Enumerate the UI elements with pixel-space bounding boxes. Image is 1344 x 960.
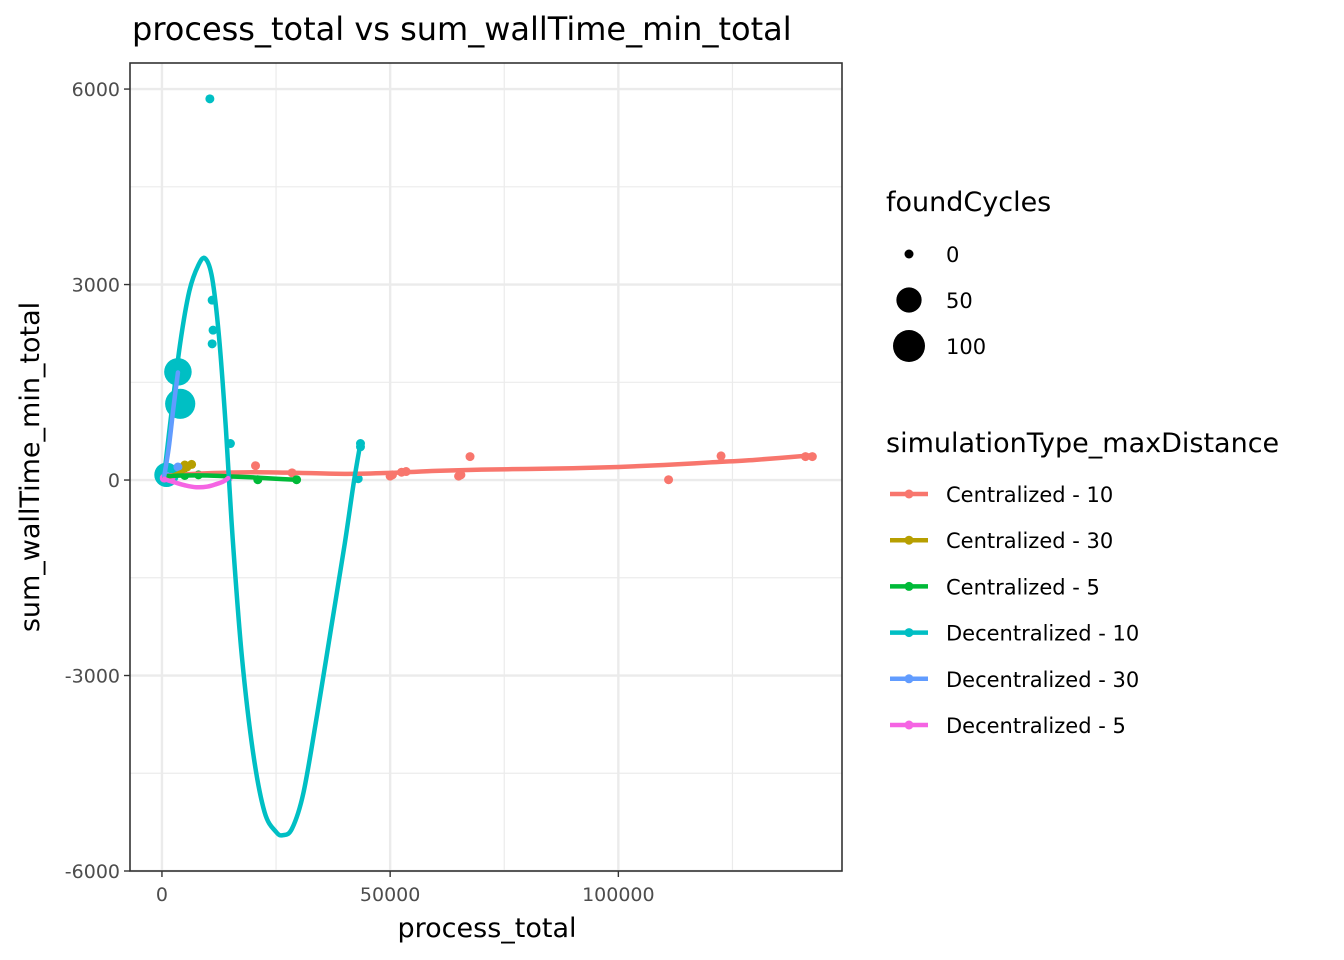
data-point bbox=[205, 94, 215, 104]
y-tick-label: 6000 bbox=[72, 79, 120, 101]
x-tick-label: 100000 bbox=[582, 884, 655, 906]
size-legend-key bbox=[896, 287, 922, 313]
x-tick-label: 50000 bbox=[360, 884, 420, 906]
color-legend-label: Centralized - 5 bbox=[946, 575, 1100, 599]
size-legend-key bbox=[893, 330, 925, 362]
data-point bbox=[456, 470, 466, 480]
color-legend-point bbox=[904, 628, 914, 638]
color-legend-label: Decentralized - 30 bbox=[946, 668, 1139, 692]
size-legend-key bbox=[904, 249, 914, 259]
y-tick-label: -3000 bbox=[65, 666, 120, 688]
data-point bbox=[716, 451, 726, 461]
color-legend-title: simulationType_maxDistance bbox=[886, 428, 1279, 459]
data-point bbox=[251, 461, 261, 471]
data-point bbox=[465, 452, 475, 462]
color-legend-point bbox=[904, 489, 914, 499]
color-legend-label: Decentralized - 10 bbox=[946, 622, 1139, 646]
x-tick-label: 0 bbox=[156, 884, 168, 906]
size-legend-label: 100 bbox=[946, 335, 986, 359]
color-legend-label: Decentralized - 5 bbox=[946, 714, 1126, 738]
color-legend-point bbox=[904, 720, 914, 730]
plot-title: process_total vs sum_wallTime_min_total bbox=[132, 10, 792, 48]
x-axis-ticks: 0 50000 100000 bbox=[156, 871, 655, 906]
y-axis-title: sum_wallTime_min_total bbox=[15, 302, 46, 632]
size-legend-label: 0 bbox=[946, 243, 959, 267]
color-legend: simulationType_maxDistance Centralized -… bbox=[886, 428, 1279, 738]
color-legend-point bbox=[904, 535, 914, 545]
color-legend-point bbox=[904, 674, 914, 684]
data-point bbox=[207, 339, 217, 349]
smooth-line bbox=[161, 370, 181, 479]
plot-border bbox=[129, 62, 843, 872]
plot-panel bbox=[130, 63, 842, 871]
smooth-line bbox=[161, 475, 231, 490]
x-axis-title: process_total bbox=[398, 913, 577, 944]
smooth-line bbox=[161, 255, 363, 838]
series-layer bbox=[154, 94, 817, 838]
size-legend-label: 50 bbox=[946, 289, 973, 313]
data-point bbox=[664, 475, 674, 485]
y-tick-label: 3000 bbox=[72, 275, 120, 297]
size-legend: foundCycles 0 50 100 bbox=[886, 187, 1051, 362]
data-point bbox=[173, 462, 183, 472]
color-legend-point bbox=[904, 581, 914, 591]
y-axis-ticks: -6000 -3000 0 3000 6000 bbox=[65, 79, 130, 883]
y-tick-label: -6000 bbox=[65, 861, 120, 883]
data-point bbox=[208, 325, 218, 335]
color-legend-label: Centralized - 10 bbox=[946, 483, 1113, 507]
y-tick-label: 0 bbox=[108, 470, 120, 492]
size-legend-title: foundCycles bbox=[886, 187, 1051, 218]
color-legend-label: Centralized - 30 bbox=[946, 529, 1113, 553]
